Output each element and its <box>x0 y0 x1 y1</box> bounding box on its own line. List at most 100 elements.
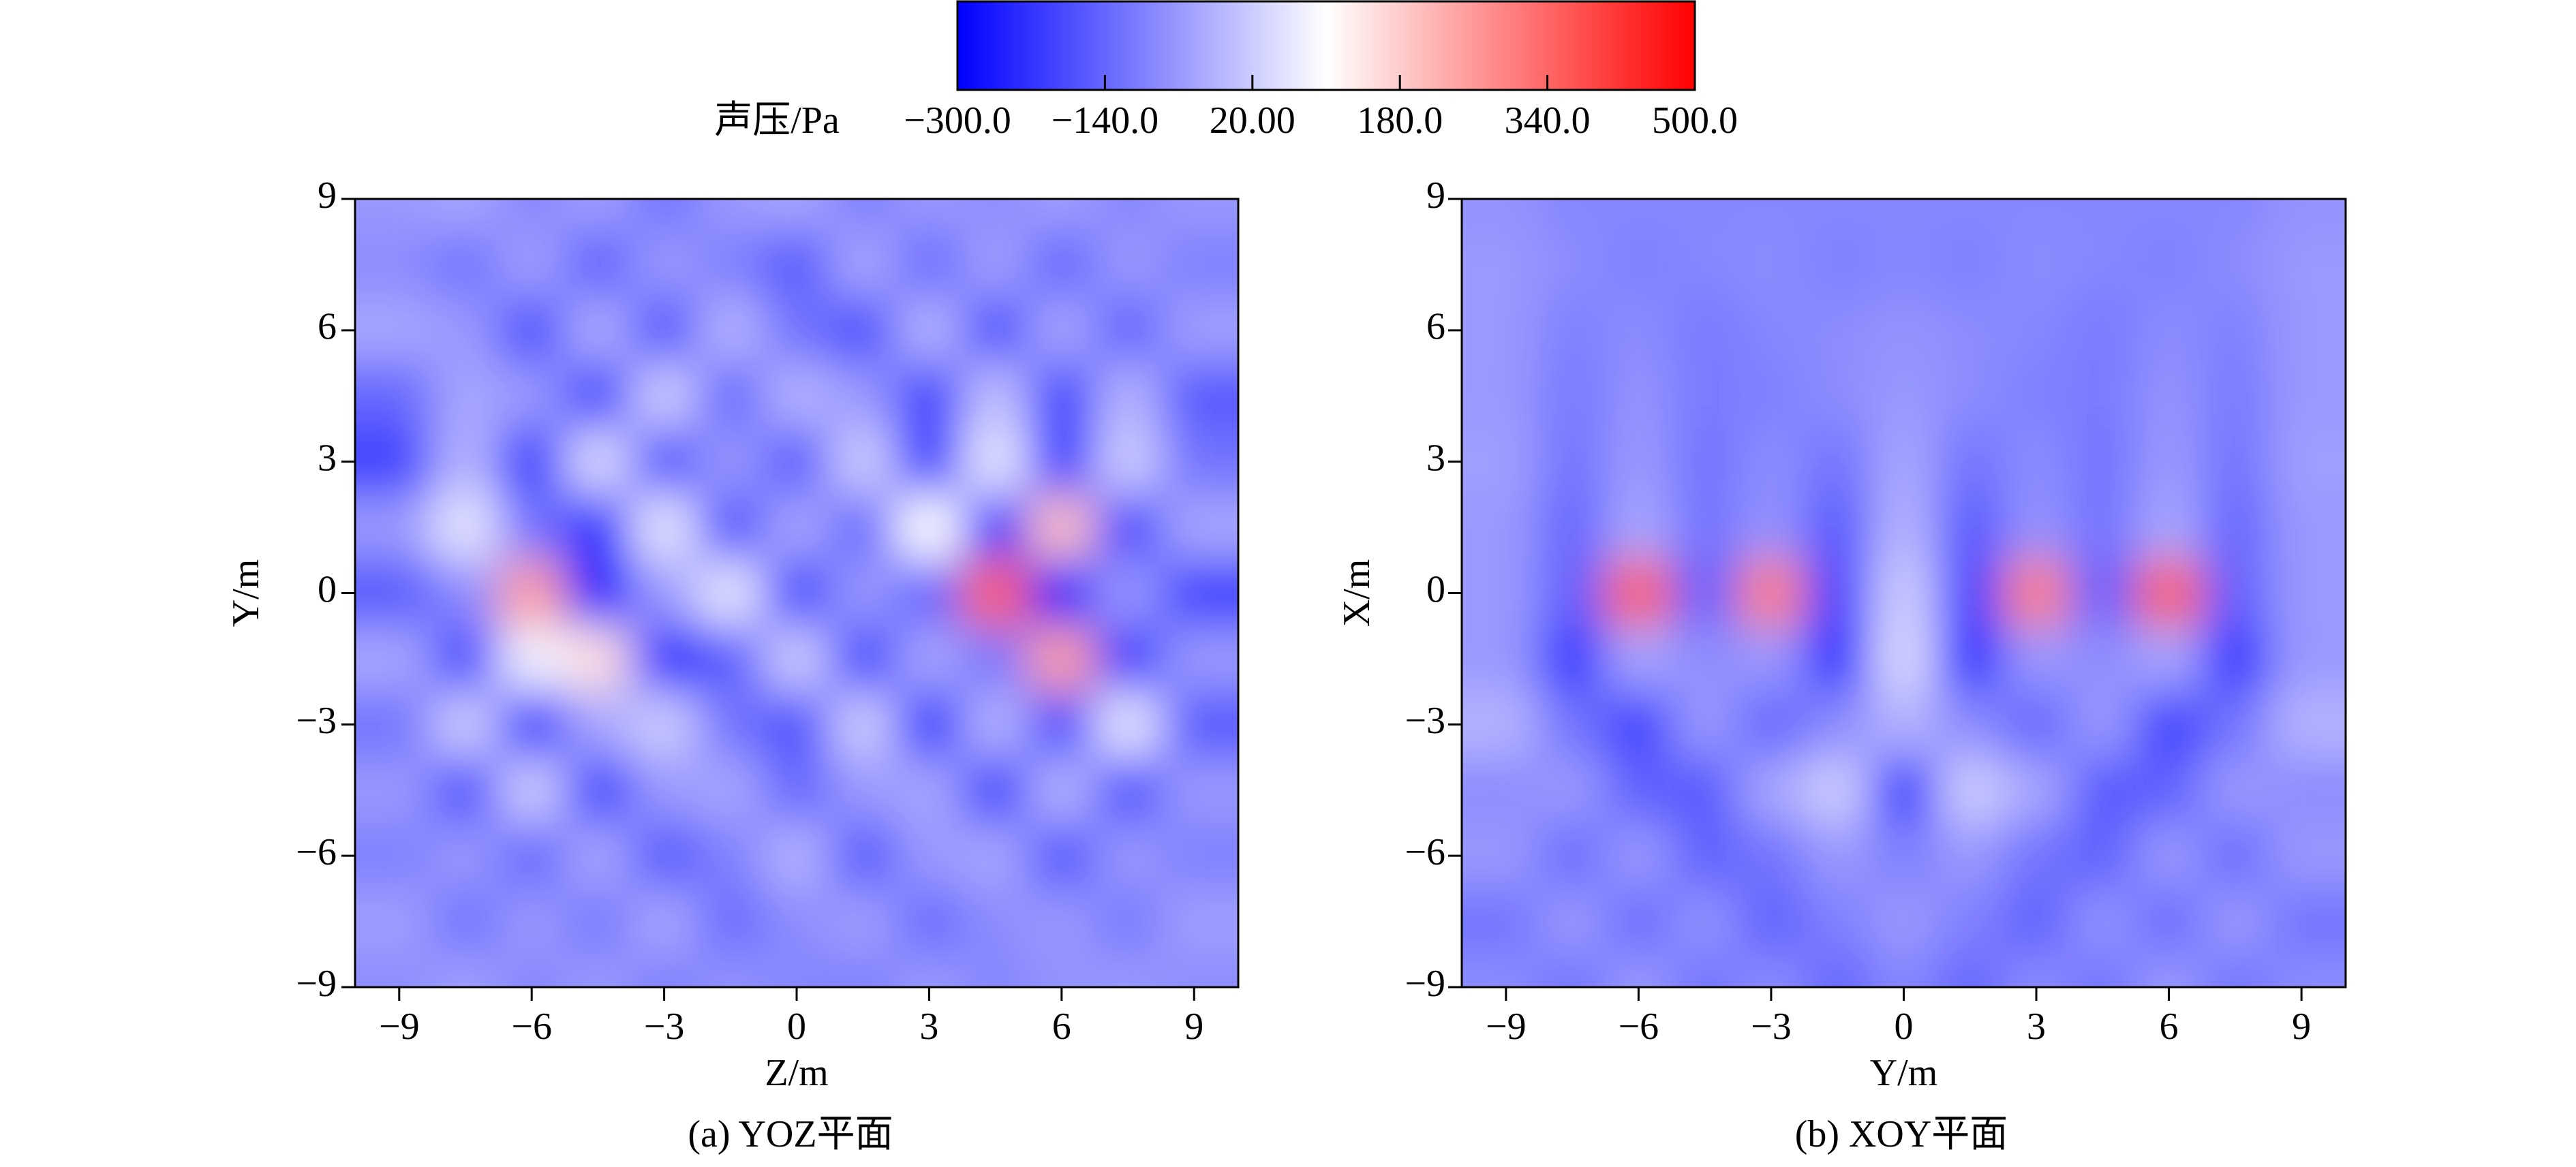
heatmap-cell <box>1462 429 1540 495</box>
x-tick-label: 6 <box>1052 1006 1071 1048</box>
heatmap-cell <box>2003 625 2070 693</box>
heatmap-cell <box>432 822 500 890</box>
heatmap-cell <box>631 199 699 233</box>
heatmap-cell <box>564 954 632 987</box>
heatmap-cell <box>2202 822 2269 890</box>
heatmap-cell <box>2135 363 2203 430</box>
heatmap-cell <box>1937 232 2004 298</box>
heatmap-cell <box>1094 429 1162 495</box>
heatmap-cell <box>1028 232 1096 298</box>
colorbar-tick-label: −300.0 <box>904 99 1011 142</box>
y-tick-label: −9 <box>1405 963 1445 1005</box>
heatmap-cell <box>2069 297 2136 364</box>
heatmap-cell <box>498 888 566 955</box>
heatmap-cell <box>2202 232 2269 298</box>
heatmap-cell <box>564 297 632 364</box>
heatmap-cell <box>895 363 963 430</box>
heatmap-cell <box>1028 691 1096 758</box>
heatmap-cell <box>564 560 632 627</box>
heatmap-cell <box>564 363 632 430</box>
heatmap-cell <box>1161 297 1238 364</box>
heatmap-cell <box>564 888 632 955</box>
x-tick-label: 9 <box>1184 1006 1203 1048</box>
heatmap-cell <box>1870 691 1938 758</box>
heatmap-cell <box>829 625 897 693</box>
heatmap-cell <box>2069 757 2136 824</box>
heatmap-cell <box>1804 429 1871 495</box>
heatmap-cell <box>1028 888 1096 955</box>
heatmap-cell <box>2003 888 2070 955</box>
heatmap-cell <box>2135 297 2203 364</box>
heatmap-cell <box>1870 494 1938 561</box>
heatmap-cell <box>1870 954 1938 987</box>
heatmap-cell <box>498 691 566 758</box>
heatmap-cell <box>1738 297 1805 364</box>
heatmap-cell <box>432 888 500 955</box>
heatmap-cell <box>1161 429 1238 495</box>
heatmap-cell <box>895 691 963 758</box>
heatmap-cell <box>1738 199 1805 233</box>
heatmap-cell <box>1804 954 1871 987</box>
heatmap-cell <box>432 691 500 758</box>
heatmap-cell <box>1804 888 1871 955</box>
heatmap-cell <box>1539 429 1606 495</box>
heatmap-cell <box>763 232 831 298</box>
heatmap-cell <box>1462 888 1540 955</box>
heatmap-cell <box>631 691 699 758</box>
colorbar-tick-label: 180.0 <box>1357 99 1443 142</box>
heatmap-cell <box>1738 560 1805 627</box>
heatmap-cell <box>1161 954 1238 987</box>
heatmap-cell <box>2202 199 2269 233</box>
heatmap-cell <box>631 363 699 430</box>
heatmap-cell <box>829 757 897 824</box>
heatmap-cell <box>2135 232 2203 298</box>
heatmap-cell <box>763 625 831 693</box>
heatmap-cell <box>2069 363 2136 430</box>
x-tick-label: 3 <box>2027 1006 2046 1048</box>
heatmap-cell <box>2069 199 2136 233</box>
colorbar-tick-label: −140.0 <box>1052 99 1159 142</box>
colorbar-tick-label: 20.00 <box>1210 99 1295 142</box>
colorbar-tick-label: 500.0 <box>1652 99 1738 142</box>
heatmap-field <box>1462 199 2346 987</box>
heatmap-cell <box>498 199 566 233</box>
heatmap-cell <box>2202 297 2269 364</box>
heatmap-cell <box>2135 822 2203 890</box>
heatmap-cell <box>631 560 699 627</box>
heatmap-cell <box>962 297 1030 364</box>
heatmap-cell <box>432 429 500 495</box>
heatmap-cell <box>355 199 433 233</box>
heatmap-cell <box>631 297 699 364</box>
y-axis-label: Y/m <box>225 559 267 627</box>
heatmap-cell <box>1937 560 2004 627</box>
heatmap-cell <box>1605 822 1673 890</box>
heatmap-cell <box>2003 494 2070 561</box>
heatmap-cell <box>1161 625 1238 693</box>
heatmap-cell <box>1870 199 1938 233</box>
heatmap-cell <box>1161 363 1238 430</box>
heatmap-cell <box>2268 691 2346 758</box>
heatmap-cell <box>1937 494 2004 561</box>
heatmap-cell <box>1672 232 1739 298</box>
heatmap-cell <box>1605 363 1673 430</box>
y-tick-label: 9 <box>318 174 337 217</box>
heatmap-cell <box>829 297 897 364</box>
heatmap-cell <box>355 888 433 955</box>
heatmap-cell <box>1094 691 1162 758</box>
heatmap-cell <box>1605 954 1673 987</box>
y-tick-label: 3 <box>318 437 337 480</box>
x-tick-label: 9 <box>2292 1006 2311 1048</box>
heatmap-cell <box>895 625 963 693</box>
heatmap-cell <box>1539 297 1606 364</box>
heatmap-cell <box>962 691 1030 758</box>
heatmap-cell <box>2268 560 2346 627</box>
heatmap-cell <box>1738 954 1805 987</box>
heatmap-cell <box>1605 888 1673 955</box>
heatmap-cell <box>1539 363 1606 430</box>
heatmap-cell <box>2069 691 2136 758</box>
heatmap-cell <box>697 625 765 693</box>
heatmap-cell <box>2069 429 2136 495</box>
heatmap-cell <box>1870 297 1938 364</box>
heatmap-cell <box>1672 199 1739 233</box>
heatmap-cell <box>2003 232 2070 298</box>
